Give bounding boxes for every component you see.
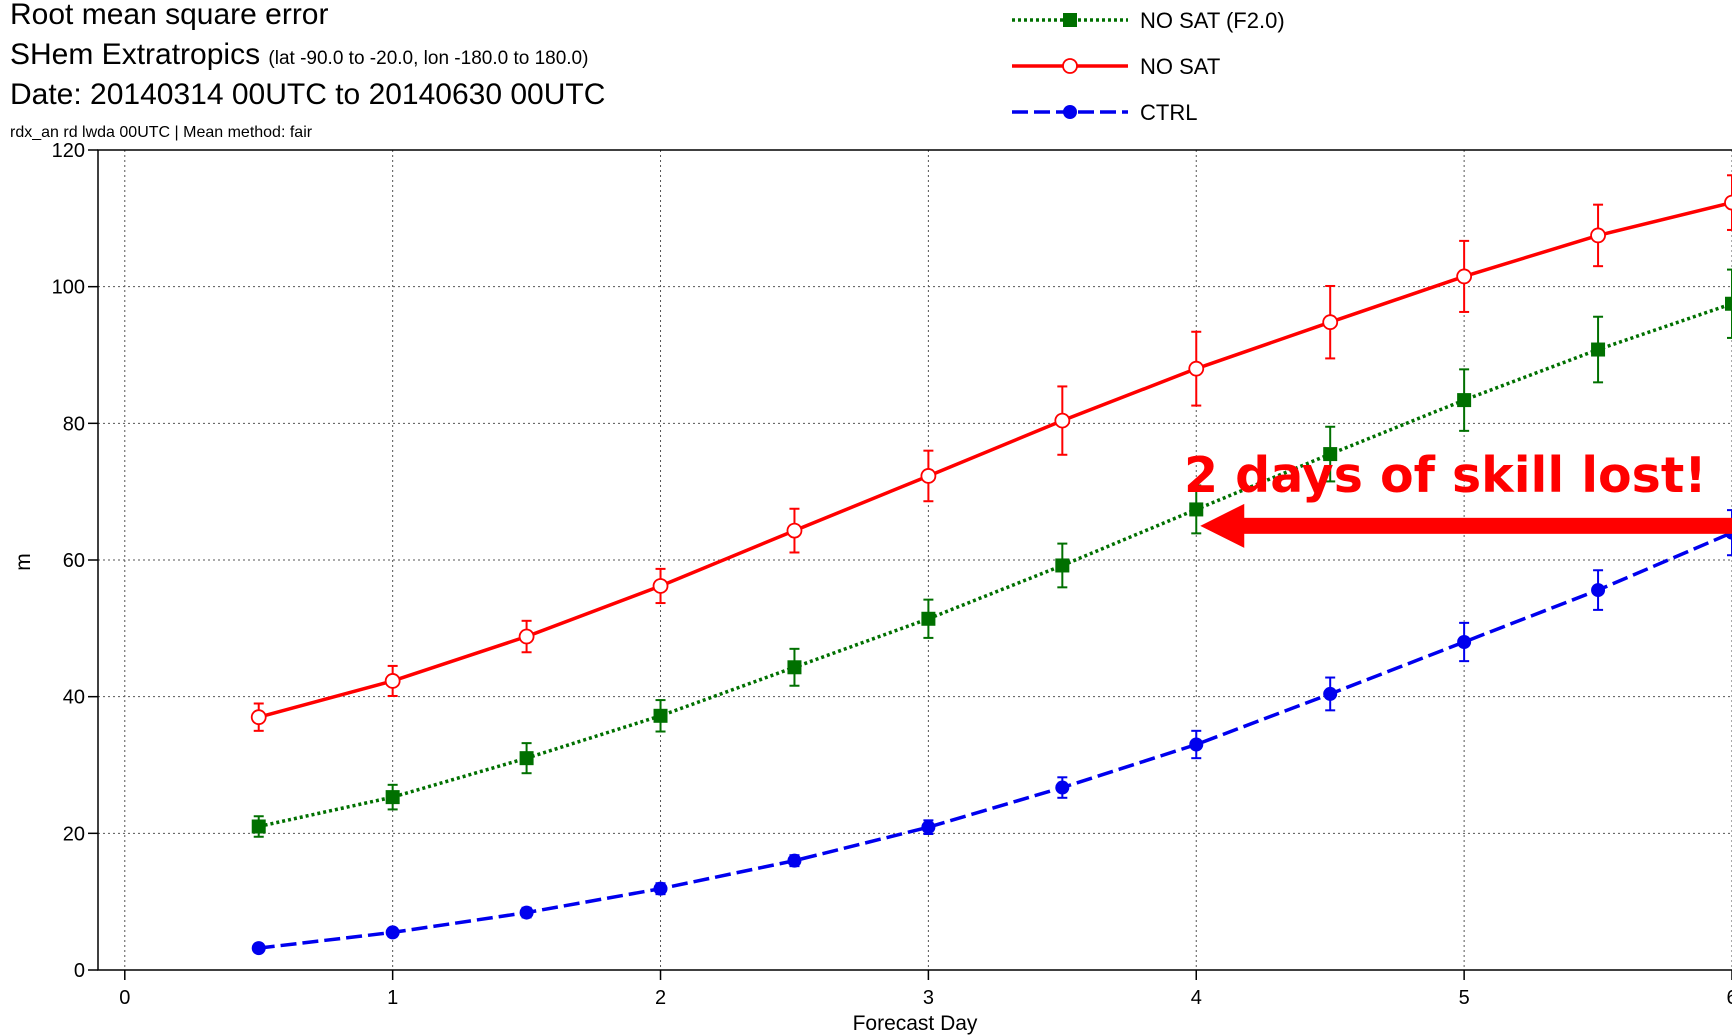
marker-open-circle (1062, 58, 1078, 74)
mean-method: rdx_an rd lwda 00UTC | Mean method: fair (10, 124, 313, 141)
marker-square (787, 660, 802, 675)
marker-open-circle (250, 709, 267, 726)
series-line (258, 302, 1732, 829)
y-tick-label: 120 (52, 140, 85, 162)
marker-square (1591, 342, 1606, 357)
marker-open-circle (920, 468, 937, 484)
marker-square (1457, 393, 1472, 408)
y-tick-label: 40 (63, 687, 85, 709)
legend-entry: NO SAT (1012, 54, 1220, 79)
y-tick-label: 80 (63, 413, 85, 435)
date-range: Date: 20140314 00UTC to 20140630 00UTC (10, 78, 606, 111)
legend-label: NO SAT (1140, 54, 1220, 79)
axis-ticks: 0123456020406080100120 (52, 140, 1732, 1009)
marker-open-circle (1322, 314, 1339, 331)
y-tick-label: 100 (52, 277, 85, 299)
x-tick-label: 2 (655, 987, 666, 1009)
annotation: 2 days of skill lost! (1184, 447, 1732, 548)
marker-open-circle (1724, 194, 1732, 211)
annotation-arrow-shaft (1234, 517, 1732, 534)
marker-filled-circle (1189, 737, 1204, 752)
marker-filled-circle (1591, 583, 1606, 598)
marker-square (1189, 502, 1204, 517)
marker-filled-circle (385, 925, 400, 940)
region-line: SHem Extratropics (lat -90.0 to -20.0, l… (10, 38, 588, 72)
legend-label: CTRL (1140, 100, 1197, 125)
marker-filled-circle (1055, 780, 1070, 795)
y-tick-label: 20 (63, 823, 85, 845)
series-no-sat-f2-0 (251, 268, 1732, 838)
legend: NO SAT (F2.0) NO SAT CTRL (1012, 8, 1285, 125)
grid-lines (98, 150, 1732, 970)
marker-square (921, 611, 936, 626)
legend-label: NO SAT (F2.0) (1140, 8, 1285, 33)
region-bounds: (lat -90.0 to -20.0, lon -180.0 to 180.0… (268, 48, 589, 69)
marker-square (1063, 13, 1077, 27)
marker-square (1055, 558, 1070, 573)
chart-title: Root mean square error (10, 0, 329, 31)
marker-square (1725, 296, 1732, 311)
marker-square (653, 708, 668, 723)
marker-filled-circle (251, 941, 266, 956)
marker-filled-circle (519, 905, 534, 920)
marker-filled-circle (653, 881, 668, 896)
x-tick-label: 4 (1191, 987, 1202, 1009)
y-axis-label: m (12, 553, 35, 571)
series-line (258, 531, 1732, 950)
region-name: SHem Extratropics (10, 38, 261, 71)
marker-open-circle (1590, 227, 1606, 244)
x-tick-label: 5 (1459, 987, 1470, 1009)
marker-filled-circle (1457, 635, 1472, 649)
x-tick-label: 6 (1726, 987, 1732, 1009)
marker-open-circle (384, 673, 401, 689)
marker-square (251, 819, 266, 834)
marker-filled-circle (1323, 686, 1338, 701)
marker-open-circle (1188, 360, 1205, 377)
marker-square (1323, 447, 1338, 462)
series-no-sat (250, 174, 1732, 732)
series-ctrl (251, 509, 1732, 956)
marker-filled-circle (921, 820, 936, 835)
x-tick-label: 1 (387, 987, 398, 1009)
marker-open-circle (652, 578, 669, 594)
x-tick-label: 0 (119, 987, 130, 1009)
y-tick-label: 0 (74, 960, 85, 982)
series-line (258, 200, 1732, 719)
marker-open-circle (1456, 268, 1473, 285)
y-tick-label: 60 (63, 550, 85, 572)
x-tick-label: 3 (923, 987, 934, 1009)
marker-open-circle (518, 628, 535, 645)
annotation-text: 2 days of skill lost! (1184, 447, 1707, 504)
legend-entry: CTRL (1012, 100, 1197, 125)
marker-open-circle (786, 522, 803, 539)
marker-square (519, 751, 534, 766)
series-layer (250, 174, 1732, 956)
marker-filled-circle (1063, 105, 1077, 119)
marker-open-circle (1054, 412, 1071, 429)
x-axis-label: Forecast Day (853, 1012, 978, 1035)
legend-entry: NO SAT (F2.0) (1012, 8, 1285, 33)
annotation-arrowhead (1200, 503, 1245, 548)
marker-square (385, 790, 400, 805)
marker-filled-circle (787, 853, 802, 868)
